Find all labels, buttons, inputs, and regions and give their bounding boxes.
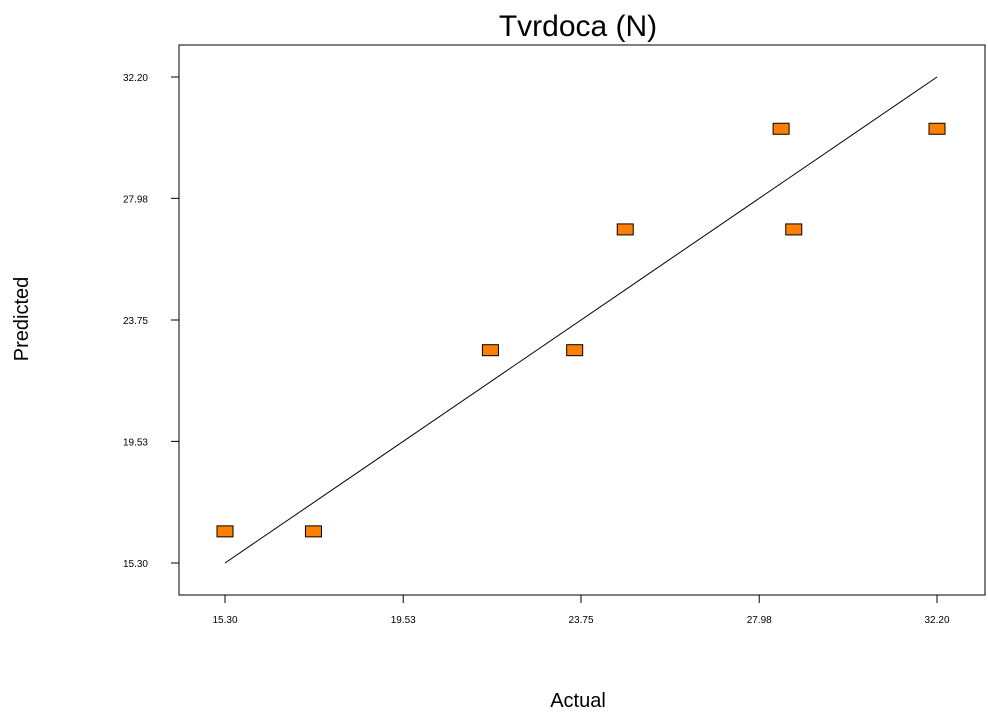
y-tick-label: 19.53 <box>123 437 148 448</box>
y-tick-label: 15.30 <box>123 559 148 570</box>
data-point <box>772 122 790 135</box>
x-tick-label: 32.20 <box>924 615 949 626</box>
data-point <box>216 525 234 538</box>
data-point <box>616 223 634 236</box>
x-tick-label: 23.75 <box>568 615 593 626</box>
x-tick-label: 19.53 <box>391 615 416 626</box>
y-tick-label: 27.98 <box>123 194 148 205</box>
data-point <box>566 344 584 357</box>
x-tick-label: 15.30 <box>212 615 237 626</box>
x-axis-label: Actual <box>550 690 606 712</box>
data-points <box>216 122 946 538</box>
data-point <box>785 223 803 236</box>
y-tick-label: 23.75 <box>123 316 148 327</box>
y-axis-ticks: 15.30 19.53 23.75 27.98 32.20 <box>123 73 179 570</box>
chart-title: Tvrdoca (N) <box>499 10 657 43</box>
x-tick-label: 27.98 <box>747 615 772 626</box>
data-point <box>304 525 322 538</box>
reference-line <box>224 76 938 564</box>
y-tick-label: 32.20 <box>123 73 148 84</box>
data-point <box>481 344 499 357</box>
x-axis-ticks: 15.30 19.53 23.75 27.98 32.20 <box>212 595 950 626</box>
data-point <box>928 122 946 135</box>
y-axis-label: Predicted <box>11 277 33 362</box>
plot-frame <box>178 44 986 596</box>
